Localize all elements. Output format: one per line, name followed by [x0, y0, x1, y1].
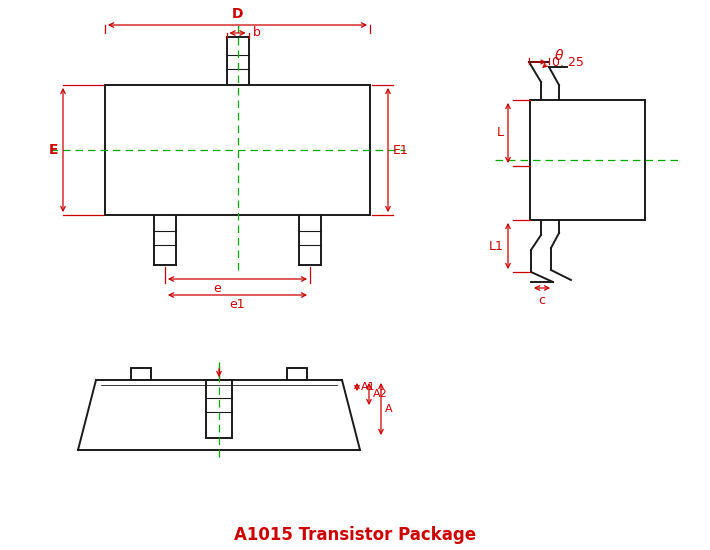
Text: E1: E1 [393, 144, 409, 157]
Bar [105, 85, 370, 215]
Text: c: c [538, 294, 545, 307]
Bar [206, 380, 232, 438]
Text: e1: e1 [230, 298, 246, 311]
Text: b: b [253, 26, 261, 40]
Text: L1: L1 [489, 239, 504, 252]
Bar [131, 368, 151, 380]
Text: e: e [214, 282, 222, 295]
Text: L: L [497, 126, 504, 140]
Text: D: D [231, 7, 244, 21]
Text: A2: A2 [373, 389, 388, 399]
Text: A1015 Transistor Package: A1015 Transistor Package [234, 526, 476, 544]
Text: A: A [385, 404, 393, 414]
Bar [530, 100, 645, 220]
Text: E: E [48, 143, 58, 157]
Bar [287, 368, 307, 380]
Text: $\theta$: $\theta$ [554, 47, 564, 63]
Text: 0. 25: 0. 25 [552, 56, 584, 69]
Text: A1: A1 [361, 382, 376, 392]
